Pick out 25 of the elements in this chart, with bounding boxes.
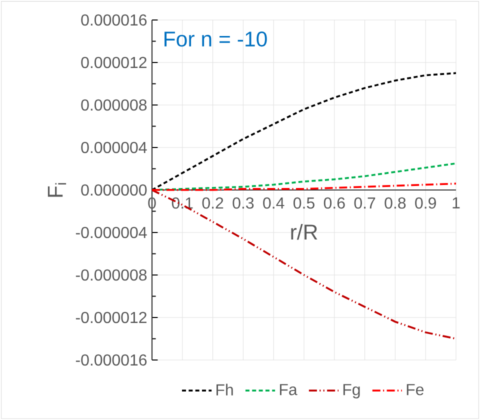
x-tick-label: 0.5 <box>294 197 314 209</box>
y-tick-label: 0.000000 <box>81 184 147 196</box>
y-tick-label: -0.000012 <box>76 312 146 324</box>
y-tick-label: 0.000012 <box>81 56 146 68</box>
y-axis-title: F$_{i}$ <box>48 183 66 197</box>
y-tick-label: 0.000008 <box>81 99 147 111</box>
y-tick-label: -0.000004 <box>76 226 147 238</box>
x-tick-label: 0.6 <box>324 197 345 209</box>
y-tick-label: 0.000016 <box>81 14 147 26</box>
y-tick-label: -0.000008 <box>76 269 147 281</box>
legend-label: Fg <box>343 384 360 398</box>
y-tick-label: -0.000016 <box>76 354 147 366</box>
legend-label: Fh <box>216 384 233 396</box>
x-tick-label: 0.7 <box>354 197 376 209</box>
x-tick-label: 0.8 <box>384 197 406 209</box>
y-tick-label: 0.000004 <box>81 142 147 154</box>
x-tick-label: 0.3 <box>232 197 254 209</box>
x-tick-label: 0.4 <box>263 197 284 209</box>
x-tick-label: 1 <box>452 197 460 208</box>
legend-label: Fe <box>406 384 424 396</box>
x-tick-label: 0.2 <box>202 197 224 209</box>
x-axis-title: r/R <box>291 224 318 240</box>
annotation: For n = -10 <box>164 32 267 47</box>
x-tick-label: 0.9 <box>415 197 436 209</box>
legend-label: Fa <box>280 384 298 396</box>
